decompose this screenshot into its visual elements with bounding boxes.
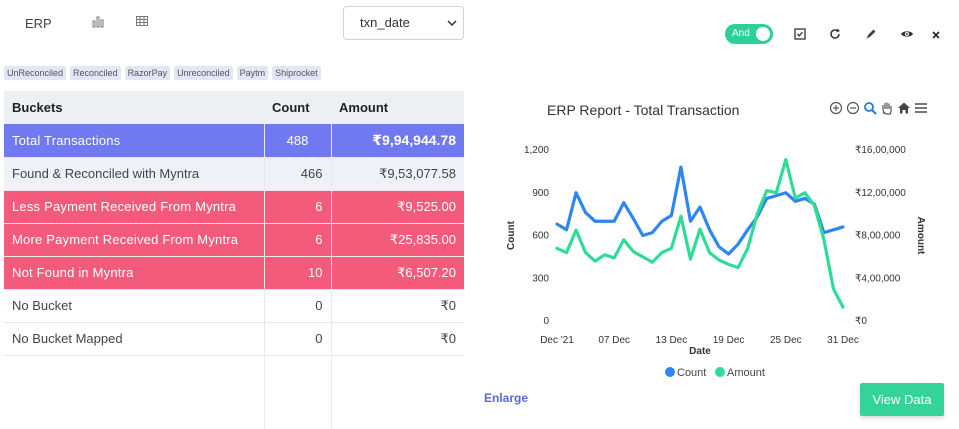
cell-amount: ₹0 [330,289,464,323]
bar-chart-icon[interactable] [91,14,105,33]
column-header-count[interactable]: Count [264,91,331,124]
view-data-button[interactable]: View Data [860,383,944,416]
app-title: ERP [25,16,52,31]
source-tag[interactable]: Reconciled [70,66,121,80]
y-axis-label: Count [506,220,517,250]
zoom-out-icon[interactable] [846,101,860,115]
x-tick-label: Dec '21 [540,335,574,346]
y2-tick-label: ₹0 [855,316,867,327]
source-tag[interactable]: UnReconciled [4,66,67,80]
toggle-knob [756,27,770,41]
chevron-down-icon [447,7,457,53]
table-row[interactable]: More Payment Received From Myntra 6 ₹25,83… [4,223,464,257]
close-icon[interactable] [929,27,943,41]
series-line-count [555,165,845,256]
cell-count: 466 [263,157,331,191]
y-tick-label: 300 [532,273,549,284]
source-tags: UnReconciled Reconciled RazorPay Unreconcil… [4,66,321,80]
y-tick-label: 0 [543,316,549,327]
cell-bucket: Less Payment Received From Myntra [4,190,264,224]
cell-amount: ₹9,53,077.58 [330,157,464,191]
table-row[interactable]: No Bucket Mapped 0 ₹0 [4,322,464,356]
x-tick-label: 13 Dec [656,335,688,346]
cell-count: 0 [263,322,331,356]
cell-bucket: No Bucket [4,289,264,323]
table-icon[interactable] [135,14,149,33]
menu-icon[interactable] [914,101,928,115]
source-tag[interactable]: Unreconciled [174,66,233,80]
cell-bucket: Not Found in Myntra [4,256,264,290]
pencil-icon[interactable] [864,27,878,41]
table-row[interactable]: No Bucket 0 ₹0 [4,289,464,323]
x-tick-label: 19 Dec [713,335,745,346]
cell-bucket: No Bucket Mapped [4,322,264,356]
column-header-amount[interactable]: Amount [331,91,464,124]
eye-icon[interactable] [900,27,914,41]
y2-tick-label: ₹12,00,000 [855,188,906,199]
cell-amount: ₹9,525.00 [330,190,464,224]
enlarge-link[interactable]: Enlarge [484,391,529,405]
checkbox-icon[interactable] [793,27,807,41]
source-tag[interactable]: RazorPay [124,66,171,80]
cell-count: 488 [263,124,331,158]
cell-count: 10 [263,256,331,290]
column-divider [331,352,332,429]
y-tick-label: 1,200 [524,145,549,156]
chart-toolbar [829,101,928,115]
cell-bucket: More Payment Received From Myntra [4,223,264,257]
x-tick-label: 07 Dec [598,335,630,346]
and-or-toggle[interactable]: And [725,24,773,44]
series-line-amount [555,158,845,309]
y-tick-label: 600 [532,231,549,242]
cell-amount: ₹0 [330,322,464,356]
y2-tick-label: ₹16,00,000 [855,145,906,156]
cell-bucket: Total Transactions [4,124,264,158]
legend-marker-count [665,367,675,377]
erp-line-chart: 0 300 600 900 1,200 ₹0 ₹4,00,000 ₹8,00,000 ₹12,0… [506,145,926,379]
table-row[interactable]: Total Transactions 488 ₹9,94,944.78 [4,124,464,158]
y2-tick-label: ₹8,00,000 [855,231,901,242]
column-divider [264,352,265,429]
toggle-label: And [732,28,750,39]
x-axis-label: Date [689,346,711,357]
date-field-select[interactable]: txn_date [343,6,464,40]
cell-count: 6 [263,223,331,257]
pan-hand-icon[interactable] [880,101,894,115]
refresh-icon[interactable] [828,27,842,41]
legend-marker-amount [715,367,725,377]
x-tick-label: 31 Dec [827,335,859,346]
cell-amount: ₹25,835.00 [330,223,464,257]
cell-amount: ₹6,507.20 [330,256,464,290]
cell-count: 0 [263,289,331,323]
buckets-table: Buckets Count Amount Total Transactions 4… [4,91,464,356]
table-header-row: Buckets Count Amount [4,91,464,124]
table-row[interactable]: Less Payment Received From Myntra 6 ₹9,525… [4,190,464,224]
cell-count: 6 [263,190,331,224]
date-field-value: txn_date [360,15,410,30]
zoom-in-icon[interactable] [829,101,843,115]
table-empty-area [4,352,464,429]
x-tick-label: 25 Dec [770,335,802,346]
legend-label: Amount [727,367,765,379]
home-icon[interactable] [897,101,911,115]
legend-label: Count [677,367,706,379]
y-tick-label: 900 [532,188,549,199]
chart-title: ERP Report - Total Transaction [547,102,740,118]
cell-bucket: Found & Reconciled with Myntra [4,157,264,191]
table-row[interactable]: Found & Reconciled with Myntra 466 ₹9,53,0… [4,157,464,191]
source-tag[interactable]: Paytm [236,66,269,80]
y2-tick-label: ₹4,00,000 [855,273,901,284]
source-tag[interactable]: Shiprocket [272,66,321,80]
y2-axis-label: Amount [915,217,926,255]
table-row[interactable]: Not Found in Myntra 10 ₹6,507.20 [4,256,464,290]
column-header-buckets[interactable]: Buckets [4,91,264,124]
cell-amount: ₹9,94,944.78 [330,124,464,158]
zoom-search-icon[interactable] [863,101,877,115]
